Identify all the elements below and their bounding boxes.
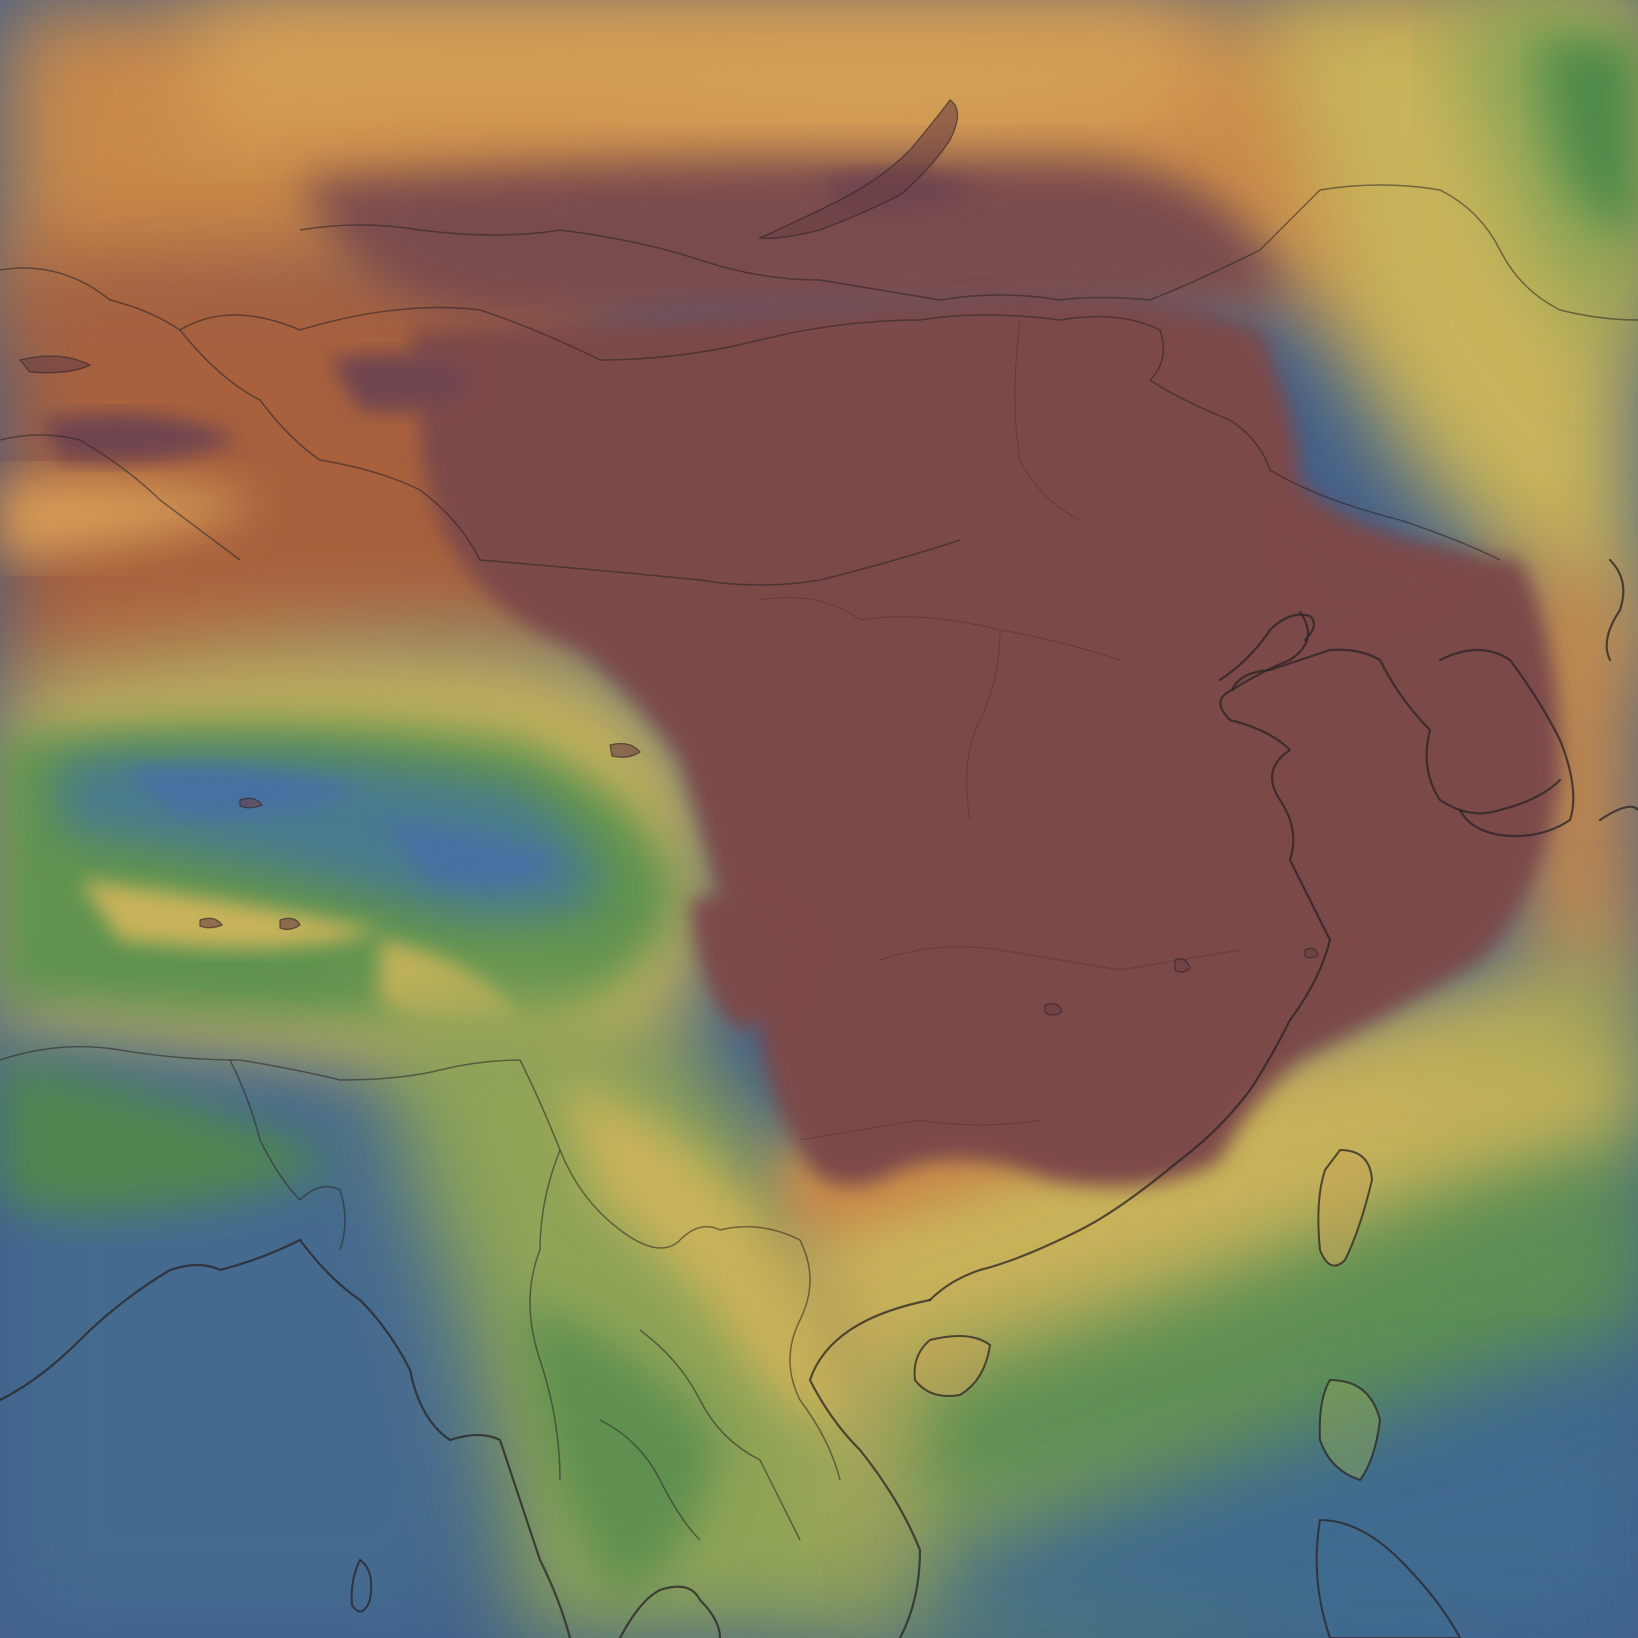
taiwan xyxy=(1317,1148,1374,1267)
philippines-south xyxy=(1315,1518,1462,1638)
sri-lanka xyxy=(350,1558,373,1613)
poyang-lake xyxy=(1174,957,1191,973)
tibet-lakes xyxy=(239,797,263,809)
country-borders xyxy=(0,184,1638,1541)
tai-lake xyxy=(1304,947,1319,959)
lakes xyxy=(18,99,1319,1016)
luzon xyxy=(1318,1378,1382,1482)
dongting-lake xyxy=(1044,1002,1063,1016)
islands xyxy=(350,1148,1462,1638)
lake-balkhash xyxy=(18,355,92,374)
tibet-lake-3 xyxy=(199,917,223,929)
tibet-lake-2 xyxy=(279,917,301,931)
lake-baikal xyxy=(757,99,959,239)
qinghai-lake xyxy=(609,742,641,758)
coastlines xyxy=(0,558,1638,1638)
hainan xyxy=(913,1335,992,1397)
